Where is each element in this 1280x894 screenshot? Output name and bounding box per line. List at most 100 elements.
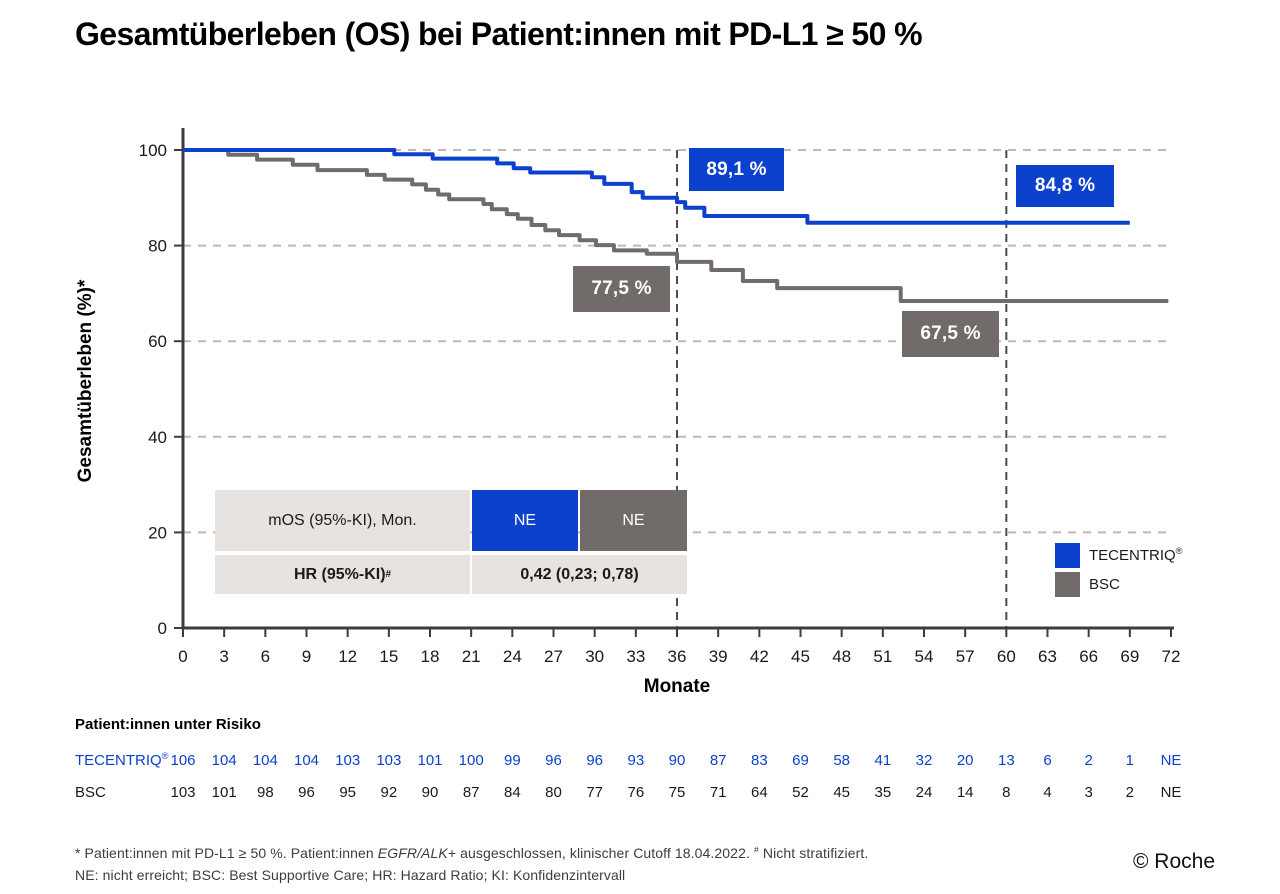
- risk-value: 84: [503, 784, 521, 801]
- table-mos-tecentriq-value: NE: [472, 490, 578, 551]
- annotation-bsc-60m: 67,5 %: [902, 311, 999, 357]
- risk-value: 35: [874, 784, 892, 801]
- svg-text:30: 30: [585, 647, 604, 666]
- risk-value: 77: [586, 784, 603, 801]
- risk-value: 92: [380, 784, 398, 801]
- risk-value: 96: [298, 784, 315, 801]
- risk-value: 103: [376, 752, 402, 769]
- svg-text:15: 15: [379, 647, 398, 666]
- annotation-bsc-36m: 77,5 %: [573, 266, 670, 312]
- risk-value: 1: [1125, 752, 1134, 769]
- risk-table-title: Patient:innen unter Risiko: [75, 716, 261, 733]
- risk-row-label-bsc: BSC: [75, 784, 106, 801]
- svg-text:66: 66: [1079, 647, 1098, 666]
- table-hr-value: 0,42 (0,23; 0,78): [472, 555, 687, 594]
- svg-text:51: 51: [873, 647, 892, 666]
- svg-text:54: 54: [915, 647, 934, 666]
- svg-text:72: 72: [1162, 647, 1181, 666]
- footnote-1-part-b: + ausgeschlossen, klinischer Cutoff 18.0…: [447, 845, 754, 861]
- svg-text:40: 40: [148, 428, 167, 447]
- svg-text:60: 60: [148, 332, 167, 351]
- legend-tecentriq-text: TECENTRIQ: [1089, 547, 1176, 564]
- svg-text:39: 39: [709, 647, 728, 666]
- svg-text:42: 42: [750, 647, 769, 666]
- y-axis-title: Gesamtüberleben (%)*: [75, 279, 96, 483]
- risk-value: 100: [458, 752, 484, 769]
- svg-text:48: 48: [832, 647, 851, 666]
- annotation-tecentriq-36m: 89,1 %: [689, 148, 784, 191]
- risk-value: 104: [252, 752, 278, 769]
- risk-row-label-tecentriq: TECENTRIQ®: [75, 751, 169, 769]
- risk-value: 52: [792, 784, 809, 801]
- risk-value: 80: [545, 784, 562, 801]
- svg-text:6: 6: [261, 647, 270, 666]
- risk-value: 90: [421, 784, 439, 801]
- risk-value: 106: [170, 752, 196, 769]
- risk-value: 103: [170, 784, 196, 801]
- svg-text:69: 69: [1120, 647, 1139, 666]
- risk-value: 24: [915, 784, 933, 801]
- risk-value: 20: [956, 752, 974, 769]
- svg-text:24: 24: [503, 647, 522, 666]
- risk-value: 90: [668, 752, 686, 769]
- svg-text:21: 21: [462, 647, 481, 666]
- svg-text:80: 80: [148, 237, 167, 256]
- footnote-2: NE: nicht erreicht; BSC: Best Supportive…: [75, 867, 626, 883]
- risk-tecentriq-sup: ®: [161, 751, 169, 761]
- legend-tecentriq-sup: ®: [1175, 546, 1183, 556]
- km-plot: 0 3 6 9 12 15 18 21 24 27 30 33 36 39 42 45 48 51 54 57 60 63…: [139, 128, 1181, 666]
- svg-text:36: 36: [668, 647, 687, 666]
- risk-value: 6: [1043, 752, 1052, 769]
- legend-swatch-tecentriq: [1055, 543, 1080, 568]
- footnote-1: * Patient:innen mit PD-L1 ≥ 50 %. Patien…: [75, 845, 868, 861]
- annotation-tecentriq-60m: 84,8 %: [1016, 165, 1114, 207]
- legend-label-bsc: BSC: [1089, 576, 1120, 593]
- legend-label-tecentriq: TECENTRIQ®: [1089, 543, 1183, 568]
- risk-value: 103: [335, 752, 361, 769]
- legend-swatch-bsc: [1055, 572, 1080, 597]
- risk-value: 98: [256, 784, 274, 801]
- footnote-1-sup: #: [753, 844, 759, 855]
- risk-value: NE: [1160, 752, 1182, 769]
- svg-text:27: 27: [544, 647, 563, 666]
- svg-text:60: 60: [997, 647, 1016, 666]
- table-mos-label: mOS (95%-KI), Mon.: [215, 490, 470, 551]
- svg-text:33: 33: [626, 647, 645, 666]
- svg-text:100: 100: [139, 141, 167, 160]
- risk-value: 75: [668, 784, 686, 801]
- x-axis-title: Monate: [643, 676, 711, 697]
- footnote-1-italic: EGFR/ALK: [377, 845, 448, 861]
- risk-value: 32: [915, 752, 933, 769]
- risk-value: 96: [586, 752, 603, 769]
- svg-text:63: 63: [1038, 647, 1057, 666]
- risk-value: 101: [417, 752, 443, 769]
- table-hr-label-text: HR (95%-KI): [293, 565, 386, 583]
- footnote-1-part-c: Nicht stratifiziert.: [758, 845, 869, 861]
- risk-value: 87: [709, 752, 727, 769]
- risk-value: 64: [750, 784, 768, 801]
- table-mos-bsc-value: NE: [580, 490, 687, 551]
- footnote-1-part-a: * Patient:innen mit PD-L1 ≥ 50 %. Patien…: [75, 845, 378, 861]
- risk-value: 99: [503, 752, 521, 769]
- risk-value: 14: [956, 784, 974, 801]
- risk-value: NE: [1160, 784, 1182, 801]
- svg-text:3: 3: [219, 647, 228, 666]
- svg-text:9: 9: [302, 647, 311, 666]
- svg-text:18: 18: [421, 647, 440, 666]
- svg-text:0: 0: [158, 619, 167, 638]
- risk-value: 2: [1084, 752, 1093, 769]
- risk-value: 2: [1125, 784, 1134, 801]
- risk-value: 96: [545, 752, 562, 769]
- page-title: Gesamtüberleben (OS) bei Patient:innen m…: [75, 16, 923, 52]
- risk-value: 58: [833, 752, 850, 769]
- risk-value: 69: [792, 752, 809, 769]
- svg-text:0: 0: [178, 647, 187, 666]
- risk-value: 95: [339, 784, 356, 801]
- svg-text:12: 12: [338, 647, 357, 666]
- table-hr-label: HR (95%-KI) #: [215, 555, 470, 594]
- risk-value: 76: [627, 784, 645, 801]
- svg-text:57: 57: [956, 647, 975, 666]
- svg-text:45: 45: [791, 647, 810, 666]
- risk-value: 45: [833, 784, 850, 801]
